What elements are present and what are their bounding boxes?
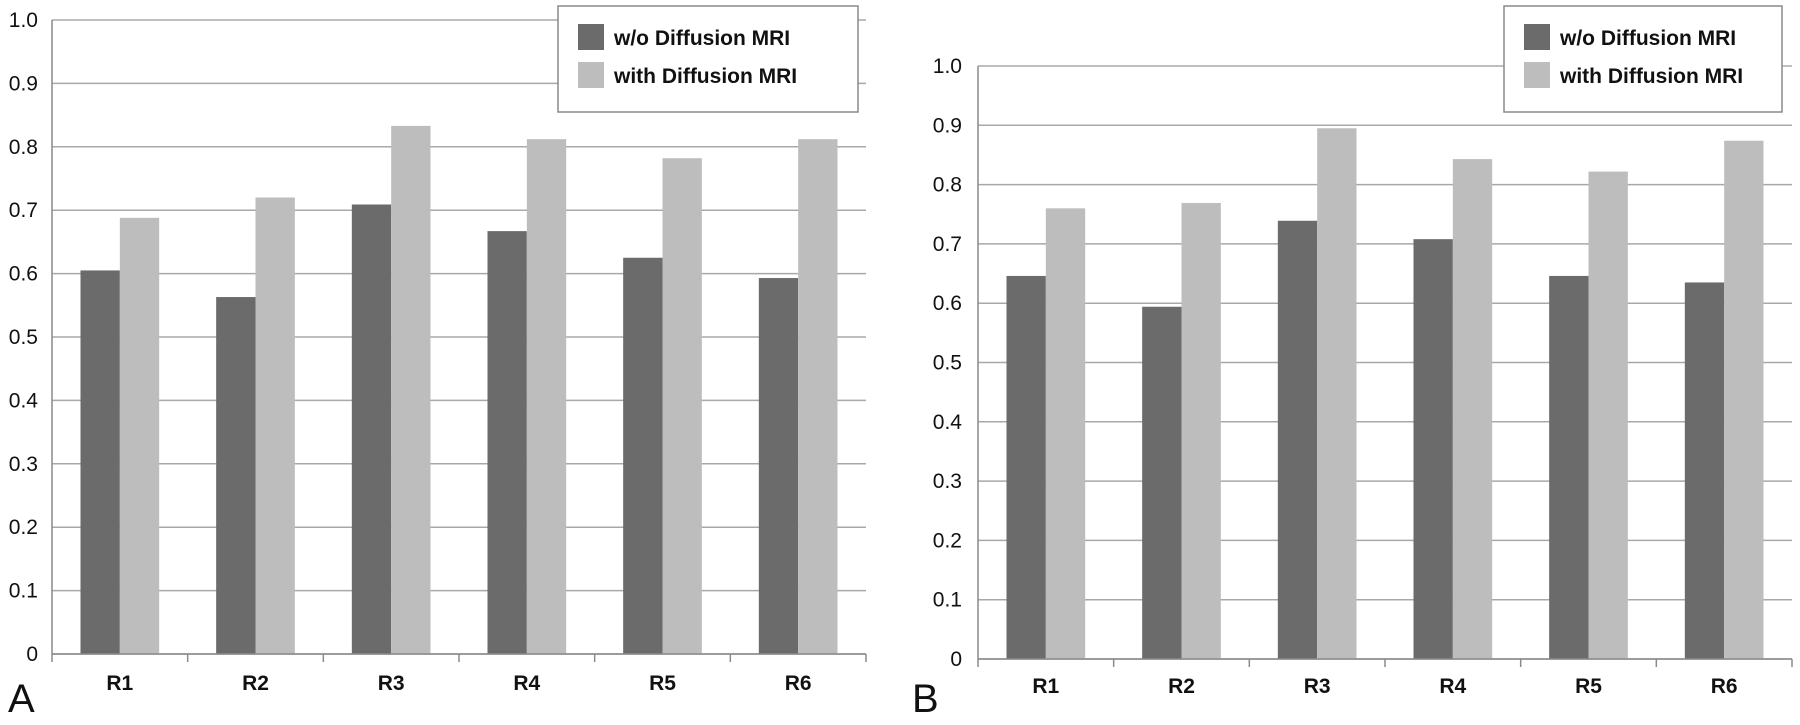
bar-with-diffusion-r3: [1317, 128, 1357, 659]
y-tick-label: 0.6: [9, 263, 38, 286]
y-tick-label: 0.1: [9, 580, 38, 603]
bar-without-diffusion-r3: [1277, 220, 1318, 659]
y-tick-label: 0.2: [9, 516, 38, 539]
y-tick-label: 0.4: [933, 411, 963, 434]
bar-without-diffusion-r4: [487, 231, 527, 654]
x-category-label: R3: [378, 672, 405, 695]
y-tick-label: 0: [26, 643, 38, 666]
y-tick-label: 0.3: [933, 470, 962, 493]
bar-without-diffusion-r2: [1142, 306, 1182, 659]
bar-with-diffusion-r2: [1181, 202, 1221, 659]
bar-without-diffusion-r4: [1413, 239, 1453, 659]
bar-with-diffusion-r6: [1724, 140, 1764, 659]
legend-label: with Diffusion MRI: [1559, 65, 1743, 88]
y-tick-label: 0.8: [933, 174, 962, 197]
chart-panel-b: 0 0.1 0.2 0.3 0.4 0.5 0.6 0.7 0.8 0.9 1.0 R1 R2 R3 R4 R…: [912, 5, 1793, 721]
legend-label: w/o Diffusion MRI: [613, 27, 790, 50]
y-tick-label: 0.9: [9, 72, 38, 95]
legend-swatch: [1524, 62, 1550, 88]
panel-label: A: [8, 677, 35, 720]
bar-without-diffusion-r6: [1684, 282, 1725, 659]
bar-without-diffusion-r5: [623, 257, 663, 654]
bar-with-diffusion-r1: [119, 217, 160, 655]
legend-swatch: [578, 62, 604, 88]
x-category-label: R2: [242, 672, 269, 695]
x-category-label: R4: [513, 672, 540, 695]
x-category-label: R5: [1575, 675, 1602, 698]
y-tick-label: 0.6: [933, 292, 962, 315]
bar-without-diffusion-r6: [758, 278, 799, 654]
y-tick-label: 1.0: [9, 9, 38, 32]
bar-without-diffusion-r5: [1549, 275, 1589, 659]
bar-with-diffusion-r5: [662, 158, 702, 654]
y-tick-label: 0.3: [9, 453, 38, 476]
x-category-label: R6: [1711, 675, 1738, 698]
y-tick-label: 0.4: [9, 389, 39, 412]
bar-without-diffusion-r2: [216, 297, 256, 654]
y-tick-label: 0.8: [9, 136, 38, 159]
bar-with-diffusion-r2: [255, 197, 295, 654]
bar-without-diffusion-r1: [80, 270, 120, 654]
y-tick-label: 0.5: [933, 352, 962, 375]
bar-with-diffusion-r3: [391, 125, 431, 655]
legend: w/o Diffusion MRI with Diffusion MRI: [1503, 5, 1783, 113]
bar-with-diffusion-r5: [1588, 171, 1628, 659]
legend-label: with Diffusion MRI: [613, 65, 797, 88]
bar-without-diffusion-r1: [1006, 275, 1046, 659]
y-tick-label: 1.0: [933, 55, 962, 78]
x-category-label: R6: [785, 672, 812, 695]
x-category-label: R1: [106, 672, 133, 695]
y-tick-label: 0.1: [933, 589, 962, 612]
x-category-label: R2: [1168, 675, 1195, 698]
x-category-label: R1: [1032, 675, 1059, 698]
y-tick-label: 0.9: [933, 114, 962, 137]
legend: w/o Diffusion MRI with Diffusion MRI: [557, 5, 859, 113]
x-category-label: R4: [1439, 675, 1466, 698]
bar-with-diffusion-r4: [526, 139, 567, 654]
y-tick-label: 0.7: [933, 233, 962, 256]
legend-swatch: [578, 24, 604, 50]
y-tick-label: 0.7: [9, 199, 38, 222]
bar-without-diffusion-r3: [351, 204, 392, 654]
x-category-label: R5: [649, 672, 676, 695]
legend-box: [557, 5, 859, 113]
legend-box: [1503, 5, 1783, 113]
y-tick-label: 0: [950, 648, 962, 671]
legend-label: w/o Diffusion MRI: [1559, 27, 1736, 50]
chart-panel-a: 0 0.1 0.2 0.3 0.4 0.5 0.6 0.7 0.8 0.9 1.0 R1 R2 R3 R4 R…: [8, 5, 867, 721]
y-tick-label: 0.5: [9, 326, 38, 349]
panel-label: B: [912, 677, 939, 720]
bar-with-diffusion-r6: [798, 139, 838, 654]
y-tick-label: 0.2: [933, 529, 962, 552]
bar-with-diffusion-r4: [1452, 159, 1493, 659]
legend-swatch: [1524, 24, 1550, 50]
x-category-label: R3: [1304, 675, 1331, 698]
bar-with-diffusion-r1: [1045, 208, 1086, 659]
